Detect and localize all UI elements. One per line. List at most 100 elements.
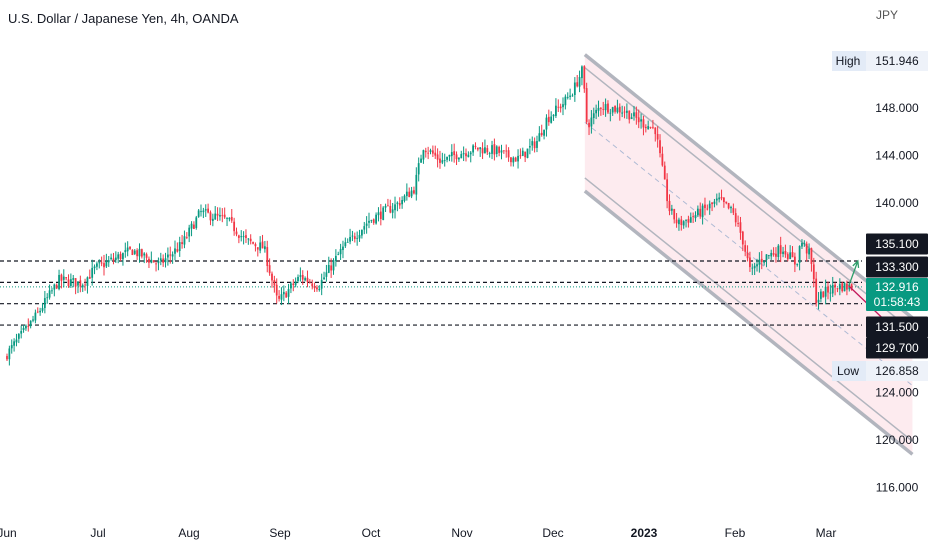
candle-body — [29, 320, 32, 327]
candle-body — [41, 307, 44, 311]
candle-body — [493, 144, 496, 155]
candle-body — [760, 258, 763, 262]
candle-body — [27, 326, 30, 327]
candle-body — [573, 82, 576, 95]
candle-body — [282, 292, 285, 295]
candle-body — [230, 216, 233, 221]
candle-body — [145, 254, 148, 258]
candle-body — [507, 150, 510, 158]
candle-body — [377, 212, 380, 216]
candle-body — [308, 282, 311, 284]
candle-body — [51, 290, 53, 292]
candle-body — [65, 277, 68, 279]
candle-body — [434, 152, 437, 156]
candle-body — [327, 264, 330, 273]
candle-body — [69, 279, 72, 286]
candle-body — [159, 258, 162, 261]
candle-body — [599, 108, 602, 109]
candle-body — [268, 265, 271, 274]
candle-body — [510, 157, 512, 163]
candle-body — [415, 174, 418, 195]
time-tick-label: 2023 — [631, 526, 658, 540]
candle-body — [744, 245, 747, 252]
candle-body — [479, 147, 482, 150]
currency-label: JPY — [876, 8, 899, 22]
candle-body — [770, 252, 773, 257]
candle-body — [155, 263, 157, 265]
candle-body — [188, 227, 191, 237]
candle-body — [484, 147, 486, 154]
candle-body — [15, 339, 18, 343]
candle-body — [765, 254, 768, 261]
price-tick-label: 148.000 — [875, 101, 919, 115]
candle-body — [422, 150, 425, 160]
candle-body — [62, 276, 65, 280]
candle-body — [644, 126, 647, 129]
candle-body — [181, 242, 183, 245]
candle-body — [803, 243, 806, 244]
candle-body — [784, 250, 787, 255]
candle-body — [169, 254, 172, 256]
candle-body — [775, 253, 777, 257]
candle-body — [609, 112, 612, 114]
candle-body — [536, 141, 538, 148]
projection-up-arrow-head — [852, 259, 860, 269]
candle-body — [793, 256, 796, 265]
candle-body — [841, 283, 844, 292]
candle-body — [722, 197, 725, 203]
candle-body — [708, 203, 711, 209]
candle-body — [294, 281, 297, 286]
channel-upper-inner-line — [584, 67, 913, 332]
candle-body — [403, 195, 406, 201]
low-badge-label-box — [832, 361, 866, 381]
candle-body — [550, 116, 553, 123]
candle-body — [637, 117, 640, 123]
channel-lower-inner-line — [584, 177, 913, 442]
candle-body — [152, 260, 155, 263]
candle-body — [171, 254, 174, 257]
candle-body — [659, 140, 661, 154]
candle-body — [46, 297, 49, 299]
candle-body — [261, 241, 264, 249]
price-tick-label: 120.000 — [875, 433, 919, 447]
candle-body — [178, 242, 181, 251]
candle-body — [96, 263, 98, 267]
candle-body — [588, 122, 590, 128]
candle-body — [398, 203, 401, 206]
candle-body — [699, 208, 702, 217]
candle-body — [162, 258, 165, 263]
candle-body — [263, 246, 266, 250]
candle-body — [297, 276, 299, 282]
candle-body — [746, 252, 749, 259]
candle-body — [413, 190, 415, 194]
candle-body — [763, 261, 766, 263]
candle-body — [103, 263, 105, 268]
candle-body — [176, 249, 179, 252]
candle-body — [254, 244, 257, 247]
candle-body — [207, 208, 210, 213]
candle-body — [458, 157, 460, 160]
candle-body — [810, 248, 813, 264]
candle-body — [320, 279, 323, 289]
candle-body — [391, 209, 394, 213]
candle-body — [48, 290, 51, 298]
candle-body — [226, 218, 228, 219]
candle-body — [808, 248, 810, 255]
candle-body — [635, 112, 638, 118]
candle-body — [290, 283, 292, 289]
candle-body — [798, 246, 801, 263]
candle-body — [715, 198, 718, 201]
candle-body — [77, 281, 79, 286]
candle-body — [304, 278, 307, 281]
candle-body — [607, 103, 609, 113]
candle-body — [266, 247, 269, 267]
candle-body — [767, 255, 770, 257]
candle-body — [60, 274, 63, 281]
candle-body — [219, 215, 221, 217]
candle-body — [107, 260, 110, 263]
candle-body — [796, 263, 799, 265]
candle-body — [136, 250, 139, 257]
candle-body — [758, 259, 761, 265]
